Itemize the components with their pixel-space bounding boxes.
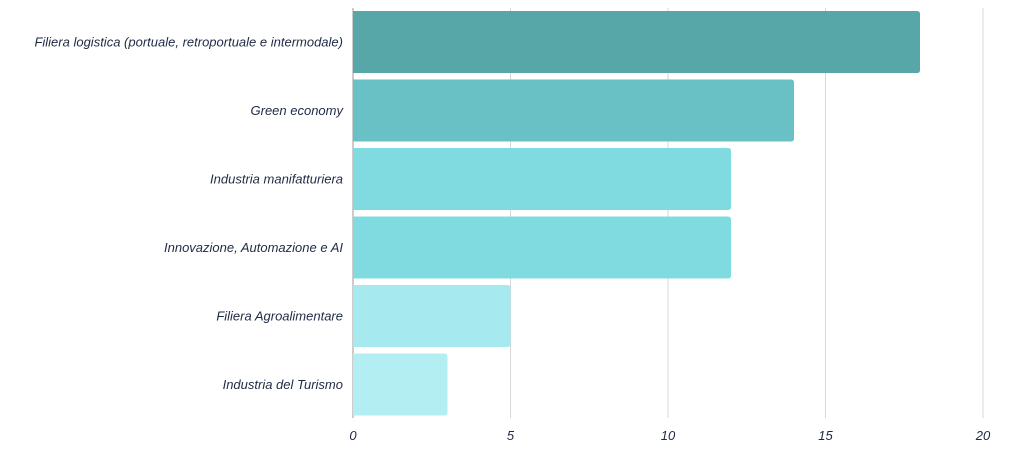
category-labels: Filiera logistica (portuale, retroportua…	[34, 35, 344, 393]
bar	[353, 79, 794, 142]
bar	[353, 353, 448, 416]
category-label: Industria manifatturiera	[210, 172, 343, 187]
category-label: Innovazione, Automazione e AI	[164, 240, 343, 255]
x-tick-label: 5	[507, 428, 515, 443]
category-label: Filiera Agroalimentare	[216, 309, 343, 324]
bar	[353, 216, 731, 279]
x-tick-label: 15	[818, 428, 833, 443]
bar	[353, 285, 511, 347]
bars	[353, 11, 920, 416]
category-label: Green economy	[251, 103, 345, 118]
grid-lines	[352, 8, 984, 418]
category-label: Filiera logistica (portuale, retroportua…	[34, 35, 343, 50]
bar	[353, 11, 920, 73]
x-tick-label: 0	[349, 428, 357, 443]
bar	[353, 148, 731, 210]
x-tick-label: 10	[661, 428, 676, 443]
x-tick-labels: 0 5 10 15 20	[349, 428, 991, 443]
x-tick-label: 20	[975, 428, 991, 443]
category-label: Industria del Turismo	[223, 377, 343, 392]
